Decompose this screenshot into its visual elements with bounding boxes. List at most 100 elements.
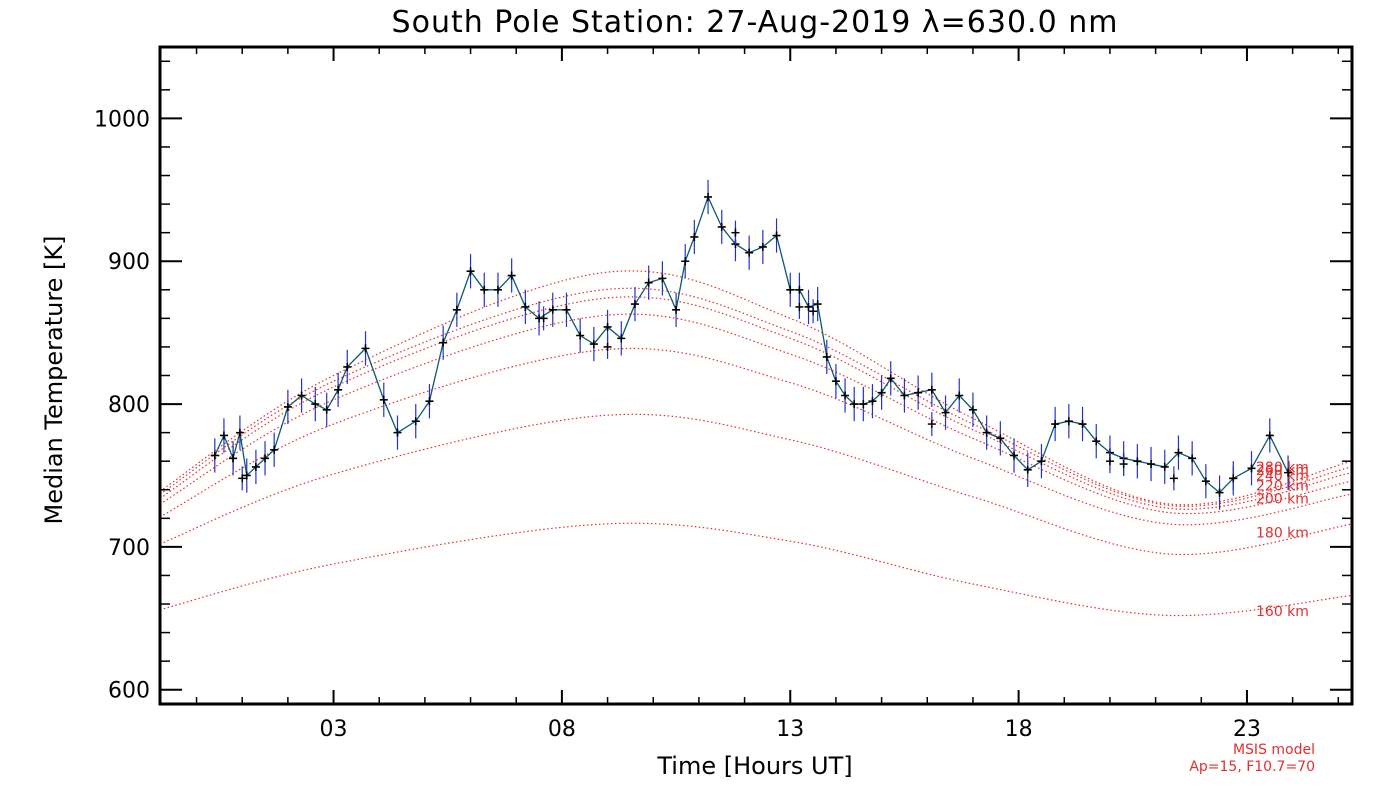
observed-point: [1160, 462, 1169, 471]
observed-point: [493, 285, 502, 294]
observed-point: [1064, 417, 1073, 426]
model-altitude-label: 220 km: [1256, 478, 1309, 494]
model-altitude-label: 240 km: [1256, 468, 1309, 484]
observed-point: [886, 374, 895, 383]
observed-line: [214, 195, 1289, 494]
observed-point: [603, 322, 612, 331]
observed-point-extra: [809, 299, 818, 324]
y-tick-label: 900: [108, 250, 150, 275]
observed-point: [562, 305, 571, 314]
observed-point: [927, 385, 936, 394]
model-altitude-label: 260 km: [1256, 463, 1309, 479]
observed-point: [311, 400, 320, 409]
y-tick-label: 700: [108, 536, 150, 561]
model-curve: [159, 522, 1353, 617]
observed-point-extra: [229, 446, 238, 471]
y-tick-label: 1000: [94, 107, 150, 132]
observed-point: [859, 400, 868, 409]
observed-point: [1133, 457, 1142, 466]
observed-point: [690, 232, 699, 241]
observed-point: [210, 451, 219, 460]
observed-point: [658, 274, 667, 283]
observed-point: [480, 285, 489, 294]
observed-point: [745, 248, 754, 257]
observed-point: [1051, 420, 1060, 429]
x-tick-label: 08: [548, 717, 576, 742]
observed-point: [466, 267, 475, 276]
observed-point-extra: [603, 334, 612, 359]
plot-frame: [158, 45, 1354, 706]
observed-point: [1284, 468, 1293, 477]
observed-point: [1010, 451, 1019, 460]
model-altitude-label: 280 km: [1256, 460, 1309, 476]
observed-point: [717, 222, 726, 231]
observed-point-extra: [238, 466, 247, 491]
observed-point: [681, 257, 690, 266]
model-note-line-2: Ap=15, F10.7=70: [1189, 759, 1315, 775]
observed-point: [1265, 431, 1274, 440]
observed-point: [1078, 420, 1087, 429]
chart-title: South Pole Station: 27-Aug-2019 λ=630.0 …: [392, 5, 1119, 40]
observed-point: [235, 428, 244, 437]
observed-point-extra: [539, 306, 548, 331]
observed-point: [841, 391, 850, 400]
x-axis-label: Time [Hours UT]: [656, 752, 852, 780]
observed-point: [1174, 448, 1183, 457]
observed-point: [772, 231, 781, 240]
observed-point-extra: [795, 294, 804, 319]
observed-point: [576, 331, 585, 340]
model-curve: [159, 287, 1353, 507]
observed-point: [630, 300, 639, 309]
observed-point: [914, 388, 923, 397]
observed-point: [704, 192, 713, 201]
observed-point: [343, 362, 352, 371]
observed-point: [1147, 460, 1156, 469]
model-altitude-label: 180 km: [1256, 526, 1309, 542]
observed-point: [379, 395, 388, 404]
observed-point: [1247, 464, 1256, 473]
observed-point: [1201, 477, 1210, 486]
observed-point: [831, 377, 840, 386]
observed-point: [521, 302, 530, 311]
observed-point: [996, 434, 1005, 443]
observed-point: [261, 454, 270, 463]
x-tick-label: 03: [320, 717, 348, 742]
observed-point: [804, 302, 813, 311]
observed-point: [589, 340, 598, 349]
observed-point: [617, 334, 626, 343]
observed-point-extra: [1105, 449, 1114, 474]
observed-point: [1092, 437, 1101, 446]
y-tick-label: 600: [108, 679, 150, 704]
observed-temperature-series: [210, 179, 1293, 510]
model-curve: [159, 347, 1353, 526]
observed-point: [322, 405, 331, 414]
observed-point: [297, 391, 306, 400]
observed-point: [425, 397, 434, 406]
observed-point: [758, 242, 767, 251]
observed-point: [868, 397, 877, 406]
observed-point: [411, 417, 420, 426]
observed-point-extra: [1119, 452, 1128, 477]
model-curve: [159, 270, 1353, 506]
observed-point: [251, 462, 260, 471]
observed-point: [219, 431, 228, 440]
observed-point: [795, 285, 804, 294]
observed-point-extra: [1169, 466, 1178, 491]
observed-point: [900, 391, 909, 400]
observed-point: [672, 305, 681, 314]
observed-point: [968, 405, 977, 414]
y-axis-label: Median Temperature [K]: [40, 235, 68, 524]
observed-point: [548, 305, 557, 314]
x-tick-label: 13: [776, 717, 804, 742]
observed-point-extra: [927, 412, 936, 437]
observed-point: [850, 400, 859, 409]
x-tick-label: 23: [1233, 717, 1261, 742]
observed-point: [1037, 457, 1046, 466]
observed-point: [334, 385, 343, 394]
observed-point: [1215, 488, 1224, 497]
observed-point: [786, 285, 795, 294]
observed-point: [283, 402, 292, 411]
observed-point: [941, 408, 950, 417]
